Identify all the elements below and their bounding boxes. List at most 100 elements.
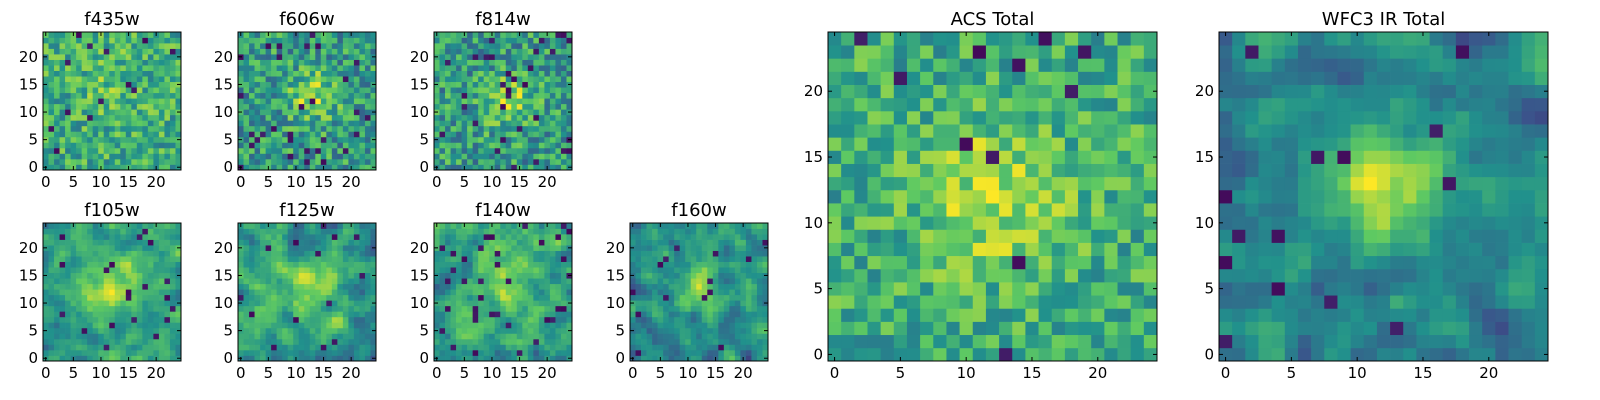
heatmap-cell: [472, 142, 479, 149]
x-tick-label: 20: [538, 364, 557, 382]
heatmap-cell: [136, 92, 143, 99]
heatmap-cell: [522, 333, 529, 340]
heatmap-cell: [674, 344, 681, 351]
heatmap-cell: [560, 92, 567, 99]
heatmap-cell: [109, 256, 116, 262]
x-tick-label: 15: [119, 173, 138, 191]
heatmap-cell: [54, 223, 60, 229]
heatmap-cell: [533, 294, 540, 301]
heatmap-cell: [511, 43, 518, 49]
heatmap-cell: [959, 176, 974, 191]
heatmap-cell: [560, 59, 567, 66]
heatmap-cell: [646, 322, 653, 329]
heatmap-cell: [445, 272, 451, 279]
heatmap-cell: [472, 109, 479, 116]
heatmap-cell: [751, 300, 758, 307]
heatmap-cell: [158, 65, 165, 71]
heatmap-cell: [439, 278, 446, 285]
heatmap-cell: [478, 267, 485, 274]
heatmap-cell: [59, 300, 66, 307]
heatmap-cell: [142, 278, 149, 285]
heatmap-cell: [439, 349, 446, 356]
heatmap-cell: [109, 43, 116, 49]
heatmap-cell: [729, 322, 736, 329]
heatmap-cell: [109, 311, 116, 318]
heatmap-cell: [65, 294, 71, 301]
heatmap-cell: [450, 250, 457, 257]
heatmap-cell: [456, 333, 462, 340]
heatmap-cell: [751, 272, 758, 279]
heatmap-cell: [756, 311, 763, 318]
heatmap-cell: [103, 48, 110, 55]
heatmap-cell: [43, 70, 49, 77]
heatmap-cell: [348, 92, 355, 99]
heatmap-cell: [315, 87, 322, 94]
heatmap-cell: [745, 294, 752, 301]
heatmap-cell: [271, 32, 277, 38]
heatmap-cell: [136, 355, 143, 362]
heatmap-cell: [348, 70, 355, 77]
heatmap-cell: [48, 37, 55, 44]
heatmap-cell: [131, 278, 138, 285]
heatmap-cell: [76, 142, 82, 149]
heatmap-cell: [1051, 176, 1066, 191]
heatmap-cell: [169, 272, 176, 279]
heatmap-cell: [674, 333, 681, 340]
heatmap-cell: [92, 87, 99, 94]
heatmap-cell: [933, 242, 947, 257]
heatmap-cell: [164, 59, 171, 66]
heatmap-cell: [456, 305, 462, 312]
heatmap-cell: [522, 223, 529, 229]
heatmap-cell: [456, 43, 462, 49]
heatmap-cell: [153, 81, 160, 88]
heatmap-cell: [696, 228, 703, 235]
heatmap-cell: [696, 289, 703, 296]
heatmap-cell: [337, 234, 344, 240]
heatmap-cell: [65, 305, 71, 312]
heatmap-cell: [43, 98, 49, 105]
heatmap-cell: [527, 294, 534, 301]
heatmap-cell: [147, 54, 154, 60]
heatmap-cell: [304, 125, 311, 132]
heatmap-cell: [326, 234, 333, 240]
heatmap-cell: [489, 131, 496, 138]
heatmap-cell: [483, 54, 490, 60]
heatmap-cell: [353, 228, 360, 235]
heatmap-cell: [566, 92, 573, 99]
heatmap-cell: [175, 311, 182, 318]
heatmap-cell: [985, 321, 1000, 336]
heatmap-cell: [309, 256, 316, 262]
heatmap-cell: [696, 305, 703, 312]
heatmap-cell: [136, 43, 143, 49]
heatmap-cell: [712, 289, 719, 296]
heatmap-cell: [348, 289, 355, 296]
heatmap-cell: [538, 333, 545, 340]
heatmap-cell: [560, 228, 567, 235]
heatmap-cell: [500, 228, 507, 235]
heatmap-cell: [298, 311, 305, 318]
heatmap-cell: [65, 70, 71, 77]
heatmap-cell: [131, 261, 138, 268]
heatmap-cell: [527, 59, 534, 66]
heatmap-cell: [175, 76, 182, 83]
heatmap-cell: [511, 228, 518, 235]
heatmap-cell: [489, 158, 496, 165]
heatmap-cell: [712, 300, 719, 307]
heatmap-cell: [972, 242, 987, 257]
heatmap-cell: [147, 267, 154, 274]
heatmap-cell: [114, 338, 121, 345]
heatmap-cell: [114, 344, 121, 351]
heatmap-cell: [566, 37, 573, 44]
heatmap-cell: [641, 349, 647, 356]
heatmap-cell: [304, 327, 311, 334]
heatmap-cell: [933, 189, 947, 204]
heatmap-cell: [505, 355, 512, 362]
heatmap-cell: [43, 289, 49, 296]
heatmap-cell: [175, 256, 182, 262]
heatmap-cell: [315, 278, 322, 285]
heatmap-cell: [70, 305, 77, 312]
heatmap-cell: [153, 250, 160, 257]
heatmap-cell: [538, 109, 545, 116]
heatmap-cell: [48, 250, 55, 257]
heatmap-cell: [740, 322, 747, 329]
